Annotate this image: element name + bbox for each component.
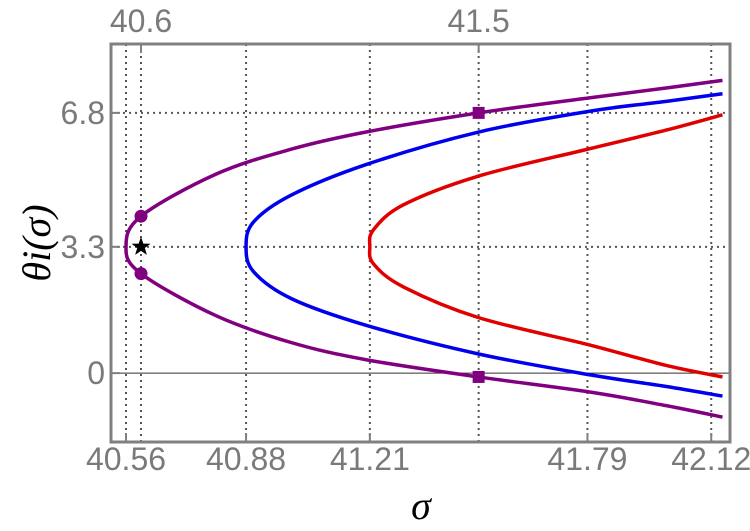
- series-curve-2: [367, 113, 723, 379]
- marker-square-4: [472, 370, 485, 383]
- markers: [131, 106, 485, 383]
- x-axis-title: σ: [411, 483, 432, 528]
- tick-label-bottom-3: 41.79: [547, 441, 627, 477]
- curves: [124, 78, 723, 419]
- tick-label-top-1: 41.5: [448, 3, 510, 39]
- tick-label-left-0: 0: [87, 355, 105, 391]
- tick-label-bottom-2: 41.21: [330, 441, 410, 477]
- series-curve-0: [124, 78, 723, 419]
- tick-label-left-2: 6.8: [61, 95, 105, 131]
- ticks: [111, 44, 713, 442]
- tick-label-bottom-1: 40.88: [206, 441, 286, 477]
- plot-frame: [109, 42, 732, 444]
- y-axis-title: θi(σ): [14, 204, 59, 281]
- series-curve-1: [244, 92, 723, 398]
- marker-square-3: [472, 106, 485, 119]
- marker-circle-1: [134, 267, 148, 281]
- marker-star-2: [131, 236, 151, 255]
- tick-label-left-1: 3.3: [61, 229, 105, 265]
- tick-label-top-0: 40.6: [110, 3, 172, 39]
- tick-label-bottom-4: 42.12: [671, 441, 750, 477]
- tick-label-bottom-0: 40.56: [86, 441, 166, 477]
- marker-circle-0: [134, 209, 148, 223]
- tick-labels: 40.56 40.88 41.21 41.79 42.12 40.6 41.5 0 3.3 6.8: [61, 3, 750, 477]
